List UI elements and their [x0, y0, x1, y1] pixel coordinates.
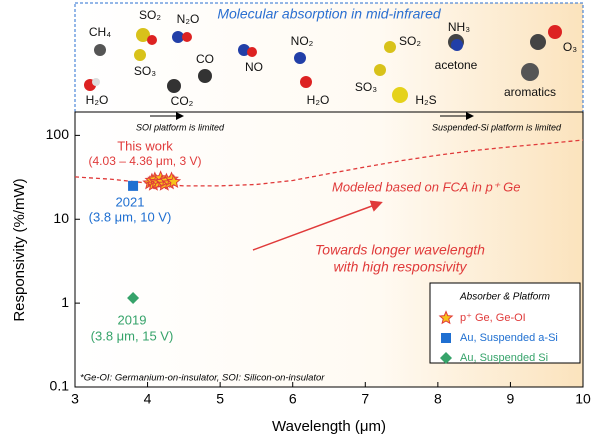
- legend-swatch: [441, 333, 451, 343]
- molecule-label: H₂O: [307, 93, 330, 107]
- inset-title: Molecular absorption in mid-infrared: [217, 6, 442, 22]
- legend-title: Absorber & Platform: [459, 292, 550, 303]
- annotation: Towards longer wavelength: [315, 242, 485, 258]
- diamond-point: [127, 292, 140, 305]
- annotation: Suspended-Si platform is limited: [432, 122, 562, 132]
- annotation: (4.03 – 4.36 μm, 3 V): [89, 154, 202, 168]
- molecule-label: O₃: [563, 40, 577, 54]
- arrow: [252, 200, 383, 251]
- y-tick-label: 100: [46, 126, 70, 142]
- x-tick-label: 9: [507, 391, 515, 407]
- legend-label: Au, Suspended Si: [460, 352, 548, 364]
- molecule-label: NO₂: [291, 34, 314, 48]
- molecule-label: CH₄: [89, 25, 111, 39]
- molecule-label: NH₃: [448, 20, 470, 34]
- y-tick-label: 0.1: [50, 378, 70, 394]
- y-tick-label: 10: [53, 210, 69, 226]
- molecule-label: aromatics: [504, 85, 556, 99]
- legend-box: [429, 282, 581, 364]
- plot-frame: [74, 111, 584, 388]
- x-tick-label: 3: [71, 391, 79, 407]
- annotation: 2019: [118, 312, 147, 327]
- annotation: (3.8 μm, 15 V): [91, 328, 174, 343]
- star-point: [166, 173, 182, 189]
- legend-swatch: [438, 310, 454, 325]
- model-label: Modeled based on FCA in p⁺ Ge: [332, 179, 521, 194]
- annotation: 2021: [116, 194, 145, 209]
- molecule-icons: [84, 25, 562, 103]
- annotation: with high responsivity: [333, 259, 467, 275]
- molecule-label: NO: [245, 60, 263, 74]
- molecule-label: N₂O: [177, 12, 200, 26]
- x-tick-label: 4: [144, 391, 152, 407]
- molecule-label: acetone: [435, 58, 478, 72]
- molecule-label: CO₂: [171, 94, 194, 108]
- y-tick-label: 1: [61, 294, 69, 310]
- molecule-label: H₂O: [86, 93, 109, 107]
- molecule-label: SO₃: [355, 80, 377, 94]
- molecule-label: CO: [196, 52, 214, 66]
- molecule-label: SO₂: [399, 34, 421, 48]
- molecule-label: SO₃: [134, 64, 156, 78]
- legend-swatch: [440, 352, 452, 364]
- x-axis-label: Wavelength (μm): [272, 418, 386, 435]
- annotation: This work: [117, 138, 173, 153]
- annotation: SOI platform is limited: [136, 122, 225, 132]
- legend-label: Au, Suspended a-Si: [460, 332, 558, 344]
- square-point: [128, 180, 139, 191]
- x-tick-label: 8: [434, 391, 442, 407]
- x-tick-label: 10: [575, 391, 591, 407]
- y-axis-label: Responsivity (%/mW): [11, 178, 28, 321]
- annotation: (3.8 μm, 10 V): [89, 209, 172, 224]
- molecule-label: H₂S: [415, 93, 436, 107]
- footnote: *Ge-OI: Germanium-on-insulator, SOI: Sil…: [80, 373, 325, 384]
- legend-label: p⁺ Ge, Ge-OI: [460, 312, 526, 324]
- molecule-label: SO₂: [139, 8, 161, 22]
- x-tick-label: 5: [216, 391, 224, 407]
- inset-box: [74, 2, 584, 113]
- x-tick-label: 7: [361, 391, 369, 407]
- x-tick-label: 6: [289, 391, 297, 407]
